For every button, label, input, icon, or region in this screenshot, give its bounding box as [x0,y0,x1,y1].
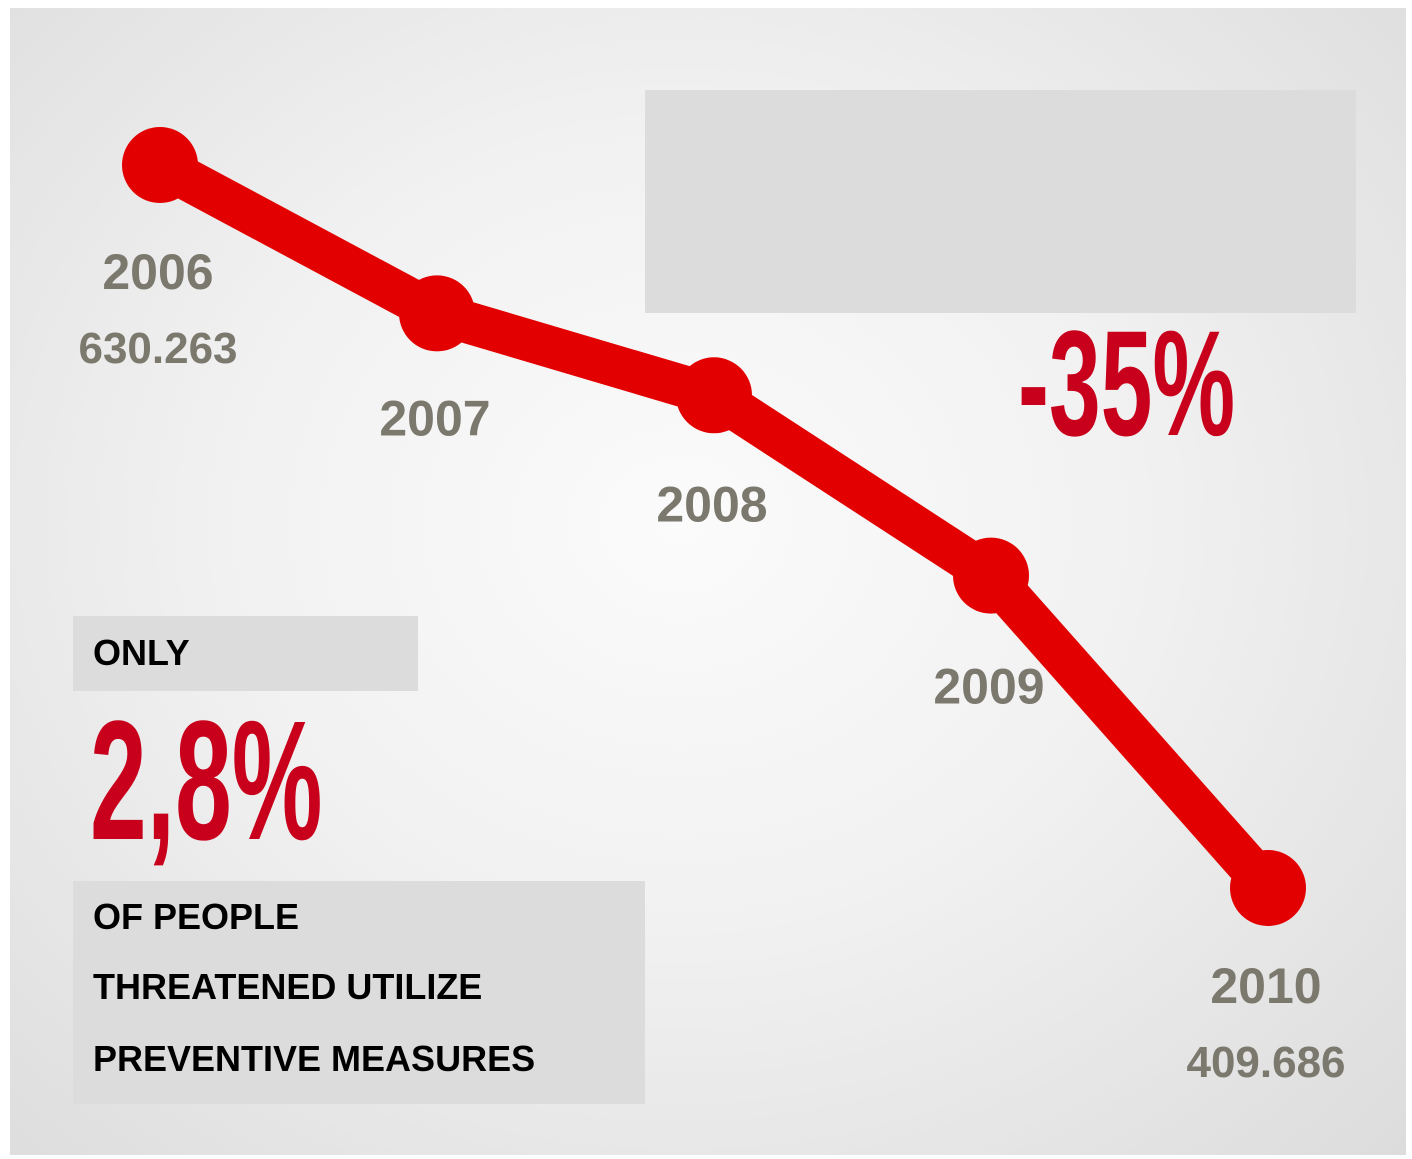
infographic-slide: 2006 630.263 2007 2008 2009 2010 409.686 -35% … [10,8,1406,1155]
data-point-2006 [122,127,198,203]
only-label: ONLY [93,632,190,673]
caption-box [73,881,645,1104]
caption-line-1: OF PEOPLE [93,896,300,937]
value-label-2006: 630.263 [78,324,237,373]
year-label-2008: 2008 [656,476,767,532]
year-label-2006: 2006 [102,244,213,300]
data-point-2007 [399,275,475,352]
decline-banner [645,90,1356,313]
year-label-2007: 2007 [379,390,490,446]
year-label-2010: 2010 [1210,958,1321,1014]
share-percent: 2,8% [90,686,323,876]
year-label-2009: 2009 [933,659,1044,715]
caption-line-2: THREATENED UTILIZE [93,966,483,1007]
data-point-2009 [953,537,1029,614]
line-chart: 2006 630.263 2007 2008 2009 2010 409.686 [78,127,1346,1087]
data-point-2008 [676,357,752,434]
value-label-2010: 409.686 [1186,1038,1345,1087]
data-point-2010 [1230,850,1306,926]
caption-line-3: PREVENTIVE MEASURES [93,1038,536,1079]
only-label-box [73,616,418,691]
decline-percent: -35% [1018,299,1236,467]
